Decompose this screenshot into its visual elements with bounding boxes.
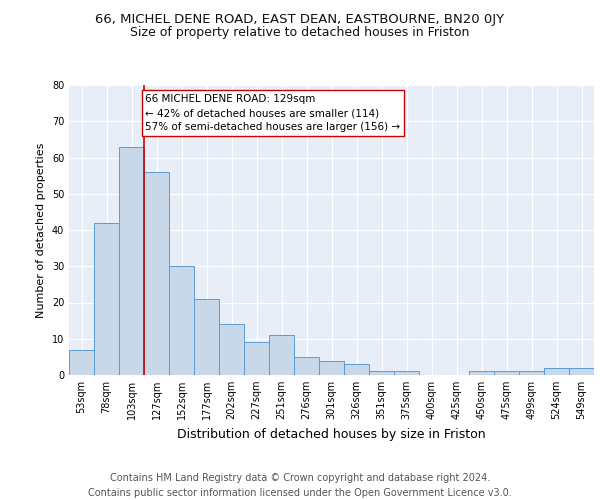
Bar bbox=[519, 372, 544, 375]
Text: 66, MICHEL DENE ROAD, EAST DEAN, EASTBOURNE, BN20 0JY: 66, MICHEL DENE ROAD, EAST DEAN, EASTBOU… bbox=[95, 12, 505, 26]
Text: Contains HM Land Registry data © Crown copyright and database right 2024.
Contai: Contains HM Land Registry data © Crown c… bbox=[88, 472, 512, 498]
Bar bbox=[544, 368, 569, 375]
Bar bbox=[119, 146, 144, 375]
Bar bbox=[144, 172, 169, 375]
Bar bbox=[569, 368, 594, 375]
Bar bbox=[194, 299, 219, 375]
Bar bbox=[469, 372, 494, 375]
Y-axis label: Number of detached properties: Number of detached properties bbox=[36, 142, 46, 318]
Bar bbox=[244, 342, 269, 375]
Bar bbox=[94, 223, 119, 375]
Bar bbox=[394, 372, 419, 375]
Text: 66 MICHEL DENE ROAD: 129sqm
← 42% of detached houses are smaller (114)
57% of se: 66 MICHEL DENE ROAD: 129sqm ← 42% of det… bbox=[145, 94, 400, 132]
Bar bbox=[294, 357, 319, 375]
X-axis label: Distribution of detached houses by size in Friston: Distribution of detached houses by size … bbox=[177, 428, 486, 440]
Bar bbox=[369, 372, 394, 375]
Bar bbox=[169, 266, 194, 375]
Bar bbox=[219, 324, 244, 375]
Text: Size of property relative to detached houses in Friston: Size of property relative to detached ho… bbox=[130, 26, 470, 39]
Bar bbox=[344, 364, 369, 375]
Bar bbox=[69, 350, 94, 375]
Bar bbox=[494, 372, 519, 375]
Bar bbox=[269, 335, 294, 375]
Bar bbox=[319, 360, 344, 375]
